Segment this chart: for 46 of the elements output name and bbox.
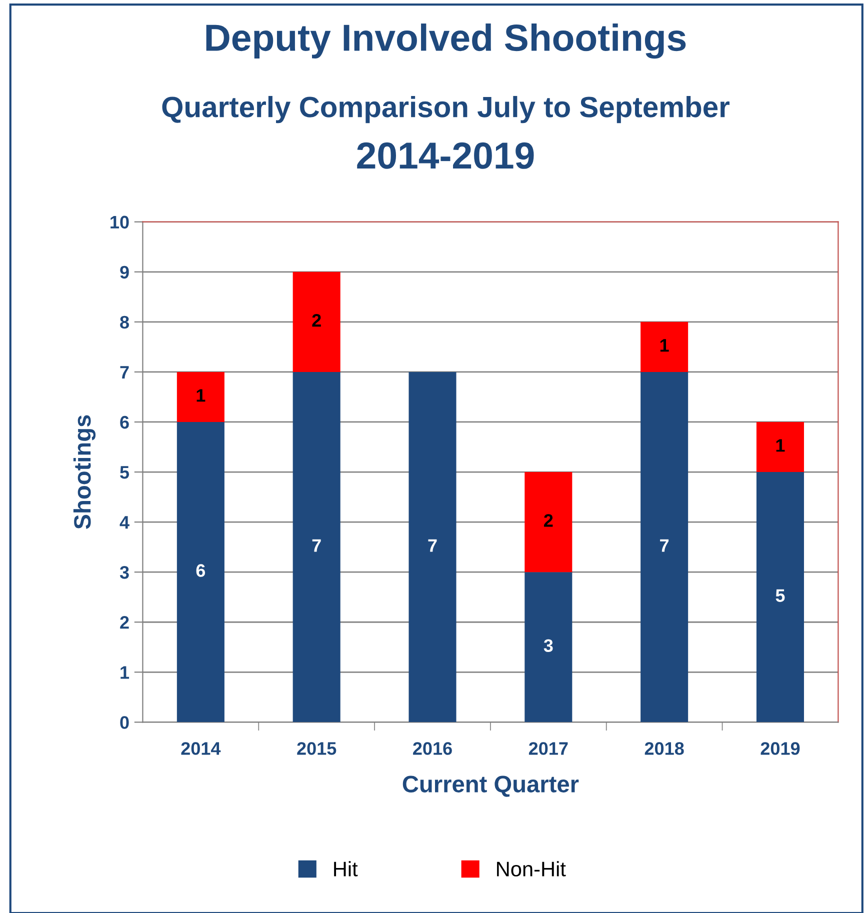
y-tick-label: 3 bbox=[120, 566, 129, 579]
bar bbox=[408, 372, 456, 722]
x-tick-label: 2018 bbox=[644, 742, 684, 755]
legend-label: Hit bbox=[334, 861, 358, 876]
bar bbox=[524, 472, 572, 572]
data-label: 3 bbox=[544, 639, 553, 652]
bar bbox=[292, 372, 340, 722]
bar bbox=[756, 422, 804, 472]
bar bbox=[640, 322, 688, 372]
data-label: 7 bbox=[312, 539, 321, 552]
data-label: 1 bbox=[776, 439, 785, 452]
data-label: 7 bbox=[660, 539, 669, 552]
y-axis-title: Shootings bbox=[73, 415, 96, 530]
y-tick-label: 6 bbox=[120, 416, 129, 429]
bar bbox=[524, 572, 572, 722]
bar bbox=[292, 272, 340, 372]
y-tick-label: 9 bbox=[120, 266, 129, 279]
y-tick-label: 2 bbox=[120, 616, 129, 629]
data-label: 1 bbox=[660, 339, 669, 352]
legend-label: Non-Hit bbox=[497, 861, 566, 876]
x-tick-label: 2017 bbox=[528, 742, 568, 755]
data-label: 2 bbox=[312, 314, 321, 327]
data-label: 7 bbox=[428, 539, 437, 552]
bar bbox=[756, 472, 804, 722]
y-tick-label: 5 bbox=[120, 466, 130, 479]
y-tick-label: 8 bbox=[120, 316, 129, 329]
bar bbox=[176, 422, 224, 722]
data-label: 5 bbox=[776, 589, 785, 602]
x-tick-label: 2015 bbox=[297, 742, 336, 755]
x-tick-label: 2019 bbox=[760, 742, 800, 755]
text: 2014-2019 bbox=[357, 142, 534, 169]
data-label: 1 bbox=[196, 389, 206, 402]
x-tick-label: 2016 bbox=[413, 742, 452, 755]
y-tick-label: 4 bbox=[120, 516, 130, 529]
bar bbox=[176, 372, 224, 422]
y-tick-label: 7 bbox=[120, 366, 129, 378]
data-label: 6 bbox=[196, 564, 206, 577]
y-tick-label: 1 bbox=[120, 666, 130, 679]
data-label: 2 bbox=[544, 514, 553, 527]
y-tick-label: 0 bbox=[120, 716, 129, 729]
x-axis-title: Current Quarter bbox=[402, 776, 579, 797]
y-tick-label: 10 bbox=[110, 216, 129, 229]
chart-subtitle: Quarterly Comparison July to September bbox=[162, 96, 730, 124]
chart-title: Deputy Involved Shootings bbox=[206, 24, 686, 59]
x-tick-label: 2014 bbox=[181, 742, 221, 755]
bar bbox=[640, 372, 688, 722]
